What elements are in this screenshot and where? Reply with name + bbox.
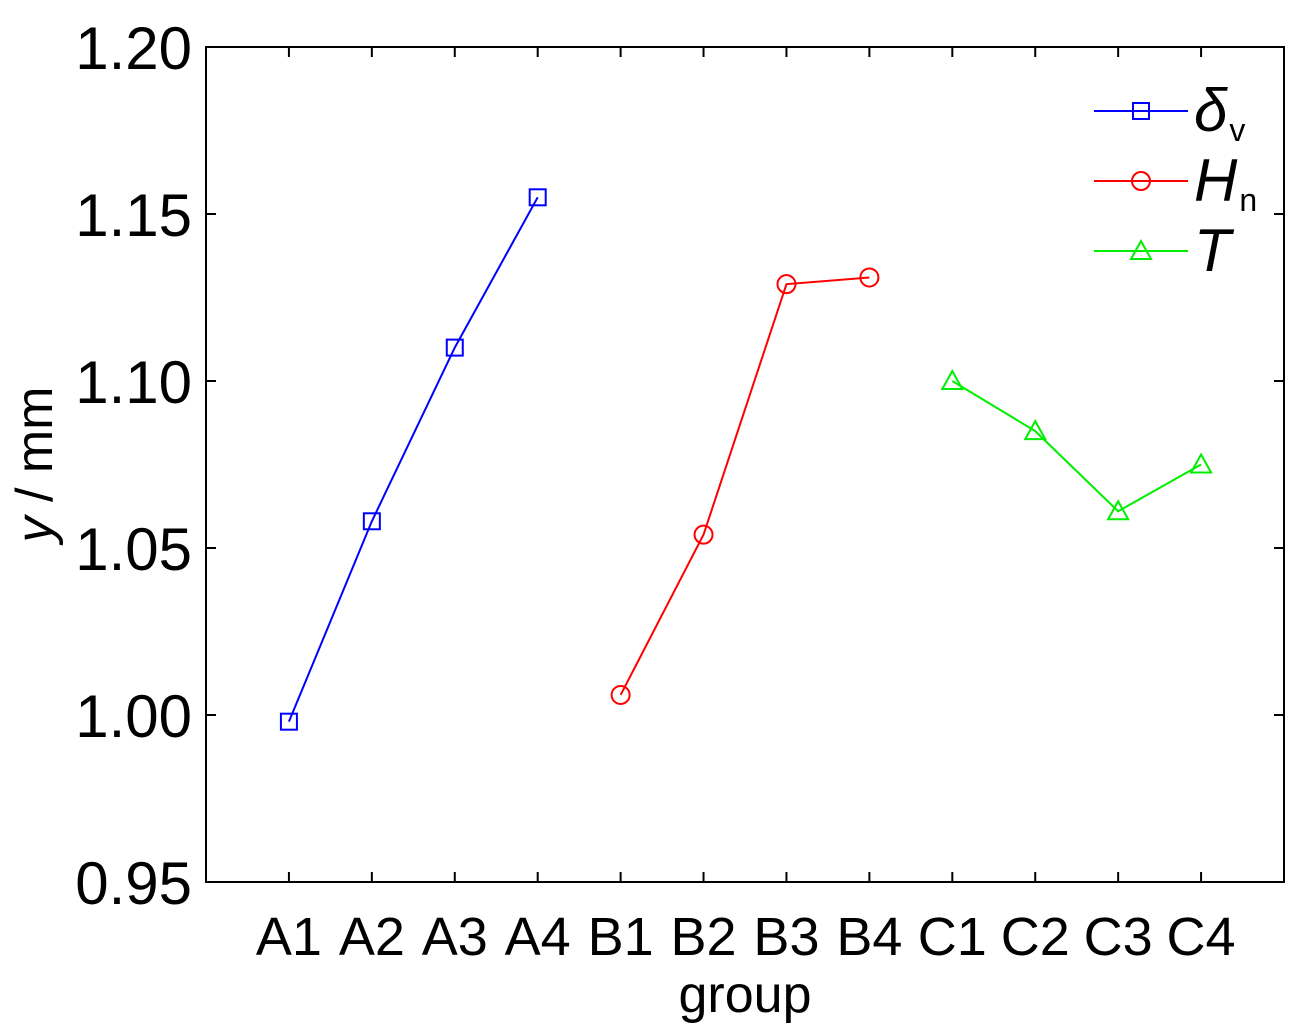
- series-1: [279, 188, 547, 731]
- data-point: [528, 188, 547, 207]
- data-point: [1106, 499, 1130, 521]
- y-axis-label-var: y: [6, 513, 64, 545]
- x-tick-label: A1: [256, 907, 322, 967]
- legend-label: Hn: [1194, 147, 1257, 218]
- y-axis-label: y / mm: [6, 387, 64, 546]
- series-line: [287, 196, 539, 723]
- series-line: [619, 276, 870, 696]
- x-tick-label: A2: [339, 907, 405, 967]
- axis-frame: [205, 46, 1285, 883]
- data-point: [445, 338, 464, 357]
- series-2: [610, 267, 880, 705]
- x-tick-label: B2: [671, 907, 737, 967]
- legend-label-main: H: [1194, 147, 1238, 214]
- data-point: [610, 684, 631, 705]
- data-point: [693, 524, 714, 545]
- data-point: [776, 274, 797, 295]
- y-tick-label: 0.95: [75, 850, 192, 917]
- x-tick-label: C3: [1084, 907, 1153, 967]
- series-layer: [279, 188, 1213, 731]
- legend-label-sub: n: [1239, 182, 1257, 218]
- x-axis: A1 A2 A3 A4 B1 B2 B3 B4 C1 C2 C3 C4: [256, 47, 1236, 967]
- legend-item: T: [1094, 217, 1235, 284]
- y-tick-label: 1.05: [75, 516, 192, 583]
- y-axis-label-unit: / mm: [6, 387, 64, 517]
- legend-label-sub: v: [1229, 112, 1245, 148]
- x-tick-label: B3: [753, 907, 819, 967]
- legend-label-main: δ: [1194, 77, 1228, 144]
- data-point: [940, 368, 965, 390]
- x-tick-label: C4: [1167, 907, 1236, 967]
- series-3: [940, 368, 1213, 521]
- x-tick-label: B1: [588, 907, 654, 967]
- legend-label-main: T: [1194, 217, 1235, 284]
- x-tick-label: C2: [1001, 907, 1070, 967]
- y-tick-label: 1.00: [75, 683, 192, 750]
- y-tick-label: 1.15: [75, 182, 192, 249]
- data-point: [859, 267, 880, 288]
- y-axis: 0.95 1.00 1.05 1.10 1.15 1.20: [75, 15, 1284, 917]
- data-point: [362, 512, 381, 531]
- legend-label: T: [1194, 217, 1235, 284]
- legend-marker: [1132, 102, 1150, 120]
- legend-item: Hn: [1094, 147, 1257, 218]
- legend-marker: [1131, 171, 1151, 191]
- y-tick-label: 1.20: [75, 15, 192, 82]
- x-tick-label: B4: [836, 907, 902, 967]
- x-tick-label: A3: [422, 907, 488, 967]
- x-tick-label: A4: [505, 907, 571, 967]
- data-point: [279, 712, 298, 731]
- plot-frame: [205, 46, 1285, 883]
- series-line: [951, 380, 1202, 513]
- y-tick-label: 1.10: [75, 349, 192, 416]
- data-point: [1023, 419, 1047, 441]
- x-axis-label: group: [679, 966, 812, 1024]
- data-point: [1189, 452, 1213, 474]
- x-tick-label: C1: [918, 907, 987, 967]
- legend-marker: [1129, 238, 1153, 260]
- legend-label: δv: [1194, 77, 1245, 148]
- legend-item: δv: [1094, 77, 1245, 148]
